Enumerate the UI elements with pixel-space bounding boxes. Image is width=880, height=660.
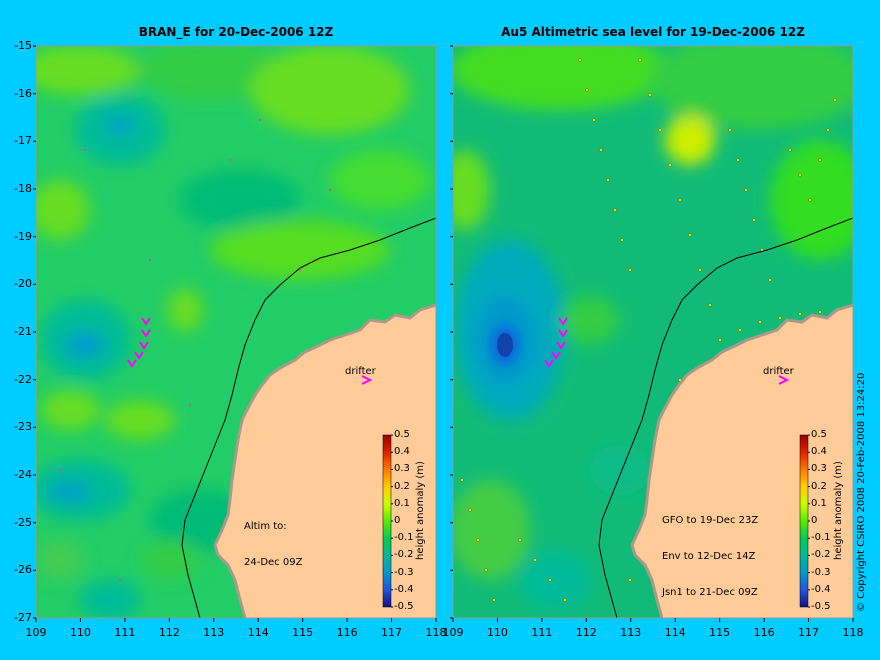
x-tick-label: 110 bbox=[486, 626, 508, 639]
colorbar-tick-label: 0.4 bbox=[811, 446, 827, 458]
right-annotation-line: Env to 12-Dec 14Z bbox=[662, 551, 756, 562]
x-tick-label: 117 bbox=[798, 626, 820, 639]
left-land bbox=[215, 305, 436, 618]
y-tick-label: -17 bbox=[14, 134, 32, 148]
right-drifter-track bbox=[544, 317, 790, 385]
x-tick-label: 113 bbox=[203, 626, 225, 639]
x-tick-label: 111 bbox=[114, 626, 136, 639]
y-tick-label: -20 bbox=[14, 277, 32, 291]
colorbar-tick-label: -0.3 bbox=[394, 566, 414, 578]
x-tick-label: 111 bbox=[531, 626, 553, 639]
y-tick-label: -23 bbox=[14, 420, 32, 434]
x-tick-label: 116 bbox=[336, 626, 358, 639]
x-tick-label: 117 bbox=[381, 626, 403, 639]
left-annotation: Altim to: 24-Dec 09Z bbox=[244, 497, 302, 581]
x-tick-label: 115 bbox=[709, 626, 731, 639]
x-tick-label: 114 bbox=[664, 626, 686, 639]
right-annotation-line: GFO to 19-Dec 23Z bbox=[662, 515, 759, 526]
left-drifter-track bbox=[127, 317, 373, 385]
colorbar-tick-label: 0.5 bbox=[811, 429, 827, 440]
right-annotation-line: Jsn1 to 21-Dec 09Z bbox=[662, 587, 758, 598]
colorbar-tick-label: -0.3 bbox=[811, 566, 831, 578]
colorbar-tick-label: -0.1 bbox=[394, 532, 414, 544]
colorbar-tick-label: 0.3 bbox=[394, 463, 410, 475]
colorbar-tick-label: -0.2 bbox=[811, 549, 831, 561]
colorbar-tick-label: 0.3 bbox=[811, 463, 827, 475]
left-annotation-line: Altim to: bbox=[244, 521, 287, 532]
left-panel-title: BRAN_E for 20-Dec-2006 12Z bbox=[138, 25, 334, 39]
x-tick-label: 112 bbox=[158, 626, 180, 639]
copyright-text: © Copyright CSIRO 2008 20-Feb-2008 13:24… bbox=[856, 372, 867, 612]
x-tick-label: 109 bbox=[442, 626, 464, 639]
y-tick-label: -25 bbox=[14, 515, 32, 529]
colorbar-tick-label: -0.2 bbox=[394, 549, 414, 561]
x-tick-label: 112 bbox=[575, 626, 597, 639]
colorbar-tick-label: 0 bbox=[811, 515, 818, 526]
x-tick-label: 115 bbox=[292, 626, 314, 639]
x-tick-label: 116 bbox=[753, 626, 775, 639]
colorbar-tick-label: 0 bbox=[394, 515, 401, 526]
y-tick-label: -27 bbox=[14, 611, 32, 624]
colorbar-tick-label: 0.4 bbox=[394, 446, 410, 458]
right-drifter-arrow bbox=[778, 375, 790, 385]
y-tick-label: -18 bbox=[14, 182, 32, 195]
colorbar-tick-label: -0.4 bbox=[394, 583, 414, 595]
y-tick-label: -26 bbox=[14, 563, 32, 577]
left-drifter-label: drifter bbox=[345, 366, 376, 377]
right-sla-field bbox=[453, 46, 853, 618]
left-sla-field bbox=[36, 46, 436, 618]
x-tick-label: 113 bbox=[620, 626, 642, 639]
colorbar-tick-label: -0.1 bbox=[811, 532, 831, 544]
left-colorbar-title: height anomaly (m) bbox=[415, 461, 426, 560]
y-tick-label: -16 bbox=[14, 86, 32, 100]
x-tick-label: 114 bbox=[247, 626, 269, 639]
y-tick-label: -19 bbox=[14, 229, 32, 243]
y-tick-label: -24 bbox=[14, 468, 32, 481]
right-annotation: GFO to 19-Dec 23Z Env to 12-Dec 14Z Jsn1… bbox=[662, 491, 758, 611]
y-tick-label: -15 bbox=[14, 39, 32, 52]
y-tick-label: -22 bbox=[14, 372, 32, 386]
colorbar-tick-label: 0.2 bbox=[811, 480, 827, 492]
left-colorbar bbox=[382, 434, 392, 608]
colorbar-tick-label: -0.5 bbox=[811, 601, 831, 612]
x-tick-label: 110 bbox=[69, 626, 91, 639]
right-drifter-label: drifter bbox=[763, 366, 794, 377]
colorbar-tick-label: -0.5 bbox=[394, 601, 414, 612]
right-land bbox=[632, 305, 853, 618]
x-tick-label: 109 bbox=[25, 626, 47, 639]
right-colorbar-title: height anomaly (m) bbox=[833, 461, 844, 560]
left-annotation-line: 24-Dec 09Z bbox=[244, 557, 303, 568]
x-tick-label: 118 bbox=[842, 626, 864, 639]
colorbar-tick-label: 0.2 bbox=[394, 480, 410, 492]
colorbar-tick-label: 0.5 bbox=[394, 429, 410, 440]
right-colorbar bbox=[799, 434, 809, 608]
colorbar-tick-label: 0.1 bbox=[394, 497, 410, 509]
left-drifter-arrow bbox=[361, 375, 373, 385]
y-tick-label: -21 bbox=[14, 325, 32, 338]
colorbar-tick-label: 0.1 bbox=[811, 497, 827, 509]
x-tick-label: 118 bbox=[425, 626, 447, 639]
right-panel-title: Au5 Altimetric sea level for 19-Dec-2006… bbox=[501, 25, 805, 39]
colorbar-tick-label: -0.4 bbox=[811, 583, 831, 595]
